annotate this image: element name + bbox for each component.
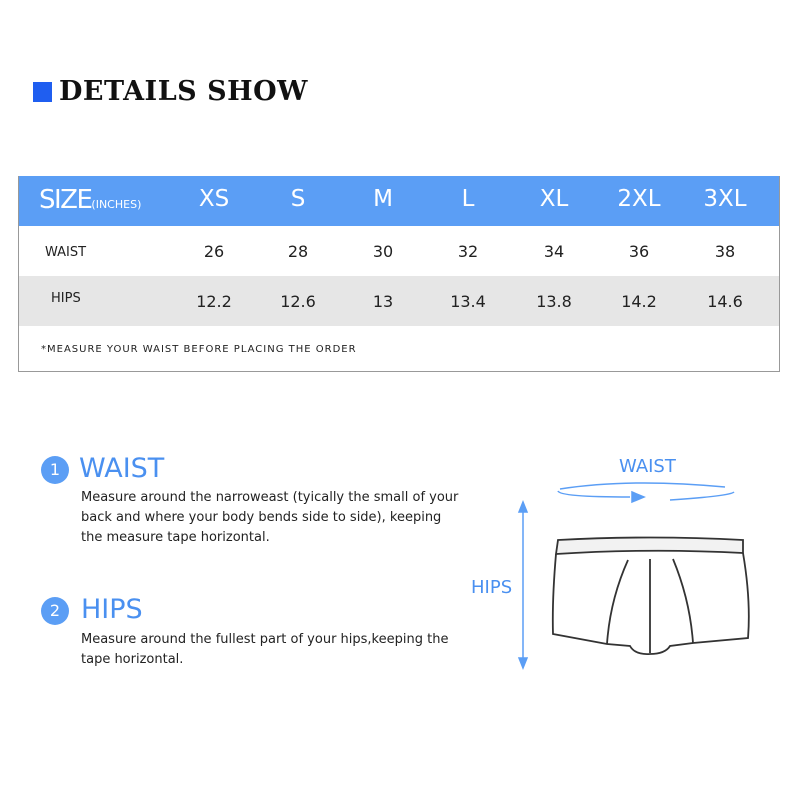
unit-label: (INCHES) — [91, 198, 142, 211]
hips-heading: HIPS — [81, 594, 143, 625]
size-l: L — [461, 186, 475, 212]
diagram-waist-label: WAIST — [619, 456, 676, 477]
size-m: M — [373, 186, 393, 212]
waist-heading: WAIST — [79, 453, 165, 484]
size-xl: XL — [539, 186, 569, 212]
table-cell: 28 — [287, 242, 309, 261]
table-cell: 26 — [203, 242, 225, 261]
size-xs: XS — [198, 186, 230, 212]
desc-line: tape horizontal. — [81, 652, 184, 667]
desc-line: Measure around the fullest part of your … — [81, 632, 449, 647]
table-header-row: SIZE(INCHES) XS S M L XL 2XL 3XL — [19, 176, 779, 226]
step-1-badge: 1 — [41, 456, 69, 484]
hips-description: Measure around the fullest part of your … — [81, 630, 461, 670]
underwear-diagram — [517, 482, 750, 671]
waist-description: Measure around the narroweast (tyically … — [81, 488, 461, 548]
row-label: HIPS — [51, 291, 81, 306]
page-title: DETAILS SHOW — [59, 76, 308, 107]
briefs-icon — [551, 536, 750, 655]
size-3xl: 3XL — [703, 186, 747, 212]
desc-line: the measure tape horizontal. — [81, 530, 270, 545]
size-s: S — [290, 186, 306, 212]
table-note: *MEASURE YOUR WAIST BEFORE PLACING THE O… — [41, 344, 357, 355]
table-row-hips: HIPS 12.2 12.6 13 13.4 13.8 14.2 14.6 — [19, 276, 779, 326]
waist-arrow-icon — [557, 482, 735, 504]
size-2xl: 2XL — [617, 186, 661, 212]
table-cell: 38 — [714, 242, 736, 261]
table-cell: 13 — [372, 292, 394, 311]
diagram-hips-label: HIPS — [471, 577, 513, 598]
table-cell: 14.6 — [707, 292, 743, 311]
table-cell: 12.2 — [196, 292, 232, 311]
title-marker — [33, 82, 52, 102]
table-cell: 34 — [543, 242, 565, 261]
size-header: SIZE(INCHES) — [39, 185, 141, 215]
table-cell: 32 — [457, 242, 479, 261]
size-header-text: SIZE — [39, 185, 93, 215]
table-cell: 30 — [372, 242, 394, 261]
size-table: SIZE(INCHES) XS S M L XL 2XL 3XL WAIST 2… — [18, 176, 780, 372]
table-cell: 14.2 — [621, 292, 657, 311]
hips-arrow-icon — [517, 499, 529, 671]
table-cell: 12.6 — [280, 292, 316, 311]
step-2-badge: 2 — [41, 597, 69, 625]
row-label: WAIST — [45, 245, 87, 260]
table-row-waist: WAIST 26 28 30 32 34 36 38 — [19, 226, 779, 276]
table-cell: 13.8 — [536, 292, 572, 311]
table-cell: 36 — [628, 242, 650, 261]
table-cell: 13.4 — [450, 292, 486, 311]
desc-line: back and where your body bends side to s… — [81, 510, 442, 525]
desc-line: Measure around the narroweast (tyically … — [81, 490, 459, 505]
